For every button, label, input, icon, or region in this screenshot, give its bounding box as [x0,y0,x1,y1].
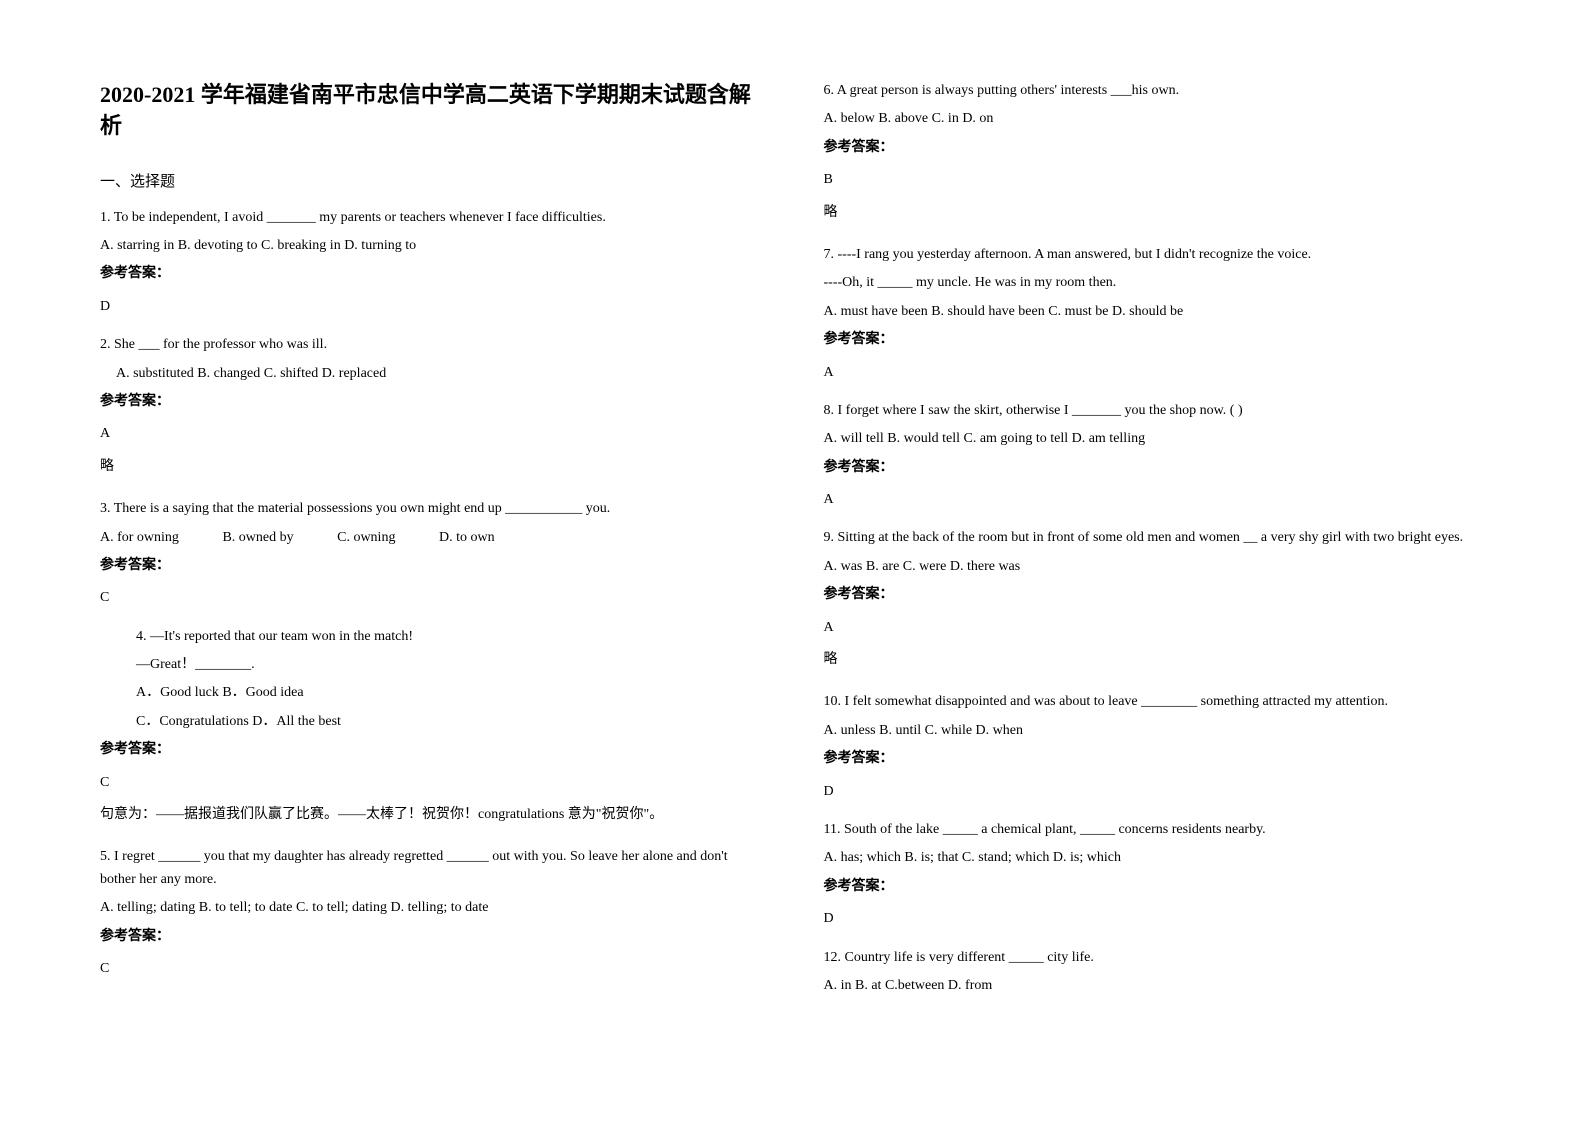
answer-note: 略 [100,456,764,478]
option-d: D. to own [439,530,495,545]
question-text: 9. Sitting at the back of the room but i… [824,527,1488,549]
answer-label: 参考答案： [824,748,1488,770]
question-12: 12. Country life is very different _____… [824,947,1488,1004]
question-9: 9. Sitting at the back of the room but i… [824,527,1488,685]
exam-title: 2020-2021 学年福建省南平市忠信中学高二英语下学期期末试题含解析 [100,80,764,142]
question-text: 10. I felt somewhat disappointed and was… [824,691,1488,713]
right-column: 6. A great person is always putting othe… [824,80,1488,1082]
question-text-2: —Great！________. [100,654,764,676]
question-options: A. in B. at C.between D. from [824,975,1488,997]
question-options: A. will tell B. would tell C. am going t… [824,428,1488,450]
answer-value: C [100,772,764,794]
answer-value: A [824,617,1488,639]
question-3: 3. There is a saying that the material p… [100,498,764,620]
question-7: 7. ----I rang you yesterday afternoon. A… [824,244,1488,394]
question-text: 3. There is a saying that the material p… [100,498,764,520]
answer-value: D [824,781,1488,803]
question-options-2: C．Congratulations D．All the best [100,711,764,733]
question-text: 11. South of the lake _____ a chemical p… [824,819,1488,841]
left-column: 2020-2021 学年福建省南平市忠信中学高二英语下学期期末试题含解析 一、选… [100,80,764,1082]
answer-value: C [100,587,764,609]
answer-label: 参考答案： [824,584,1488,606]
question-options: A. below B. above C. in D. on [824,108,1488,130]
question-4: 4. —It's reported that our team won in t… [100,626,764,841]
answer-label: 参考答案： [100,391,764,413]
question-10: 10. I felt somewhat disappointed and was… [824,691,1488,813]
answer-label: 参考答案： [824,137,1488,159]
question-text: 4. —It's reported that our team won in t… [100,626,764,648]
question-text: 6. A great person is always putting othe… [824,80,1488,102]
answer-value: A [824,489,1488,511]
question-text: 12. Country life is very different _____… [824,947,1488,969]
question-options-1: A．Good luck B．Good idea [100,682,764,704]
question-options: A. must have been B. should have been C.… [824,301,1488,323]
option-b: B. owned by [222,530,293,545]
question-options: A. has; which B. is; that C. stand; whic… [824,847,1488,869]
option-c: C. owning [337,530,395,545]
answer-value: A [824,362,1488,384]
answer-note: 略 [824,202,1488,224]
answer-label: 参考答案： [824,457,1488,479]
question-text: 1. To be independent, I avoid _______ my… [100,207,764,229]
question-options: A. was B. are C. were D. there was [824,556,1488,578]
answer-label: 参考答案： [824,329,1488,351]
question-options: A. for owning B. owned by C. owning D. t… [100,527,764,549]
answer-value: A [100,423,764,445]
answer-note: 略 [824,649,1488,671]
question-options: A. unless B. until C. while D. when [824,720,1488,742]
question-text: 7. ----I rang you yesterday afternoon. A… [824,244,1488,266]
question-1: 1. To be independent, I avoid _______ my… [100,207,764,329]
answer-label: 参考答案： [824,876,1488,898]
answer-value: C [100,958,764,980]
answer-label: 参考答案： [100,263,764,285]
section-header: 一、选择题 [100,170,764,191]
answer-value: D [100,296,764,318]
question-8: 8. I forget where I saw the skirt, other… [824,400,1488,522]
question-11: 11. South of the lake _____ a chemical p… [824,819,1488,941]
question-options: A. starring in B. devoting to C. breakin… [100,235,764,257]
question-text: 5. I regret ______ you that my daughter … [100,846,764,891]
question-options: A. telling; dating B. to tell; to date C… [100,897,764,919]
answer-label: 参考答案： [100,926,764,948]
answer-explanation: 句意为：——据报道我们队赢了比赛。——太棒了！祝贺你！congratulatio… [100,804,764,826]
question-options: A. substituted B. changed C. shifted D. … [100,363,764,385]
answer-label: 参考答案： [100,555,764,577]
question-5: 5. I regret ______ you that my daughter … [100,846,764,990]
answer-value: D [824,908,1488,930]
question-2: 2. She ___ for the professor who was ill… [100,334,764,492]
answer-label: 参考答案： [100,739,764,761]
answer-value: B [824,169,1488,191]
question-6: 6. A great person is always putting othe… [824,80,1488,238]
question-text-2: ----Oh, it _____ my uncle. He was in my … [824,272,1488,294]
question-text: 2. She ___ for the professor who was ill… [100,334,764,356]
question-text: 8. I forget where I saw the skirt, other… [824,400,1488,422]
option-a: A. for owning [100,530,179,545]
